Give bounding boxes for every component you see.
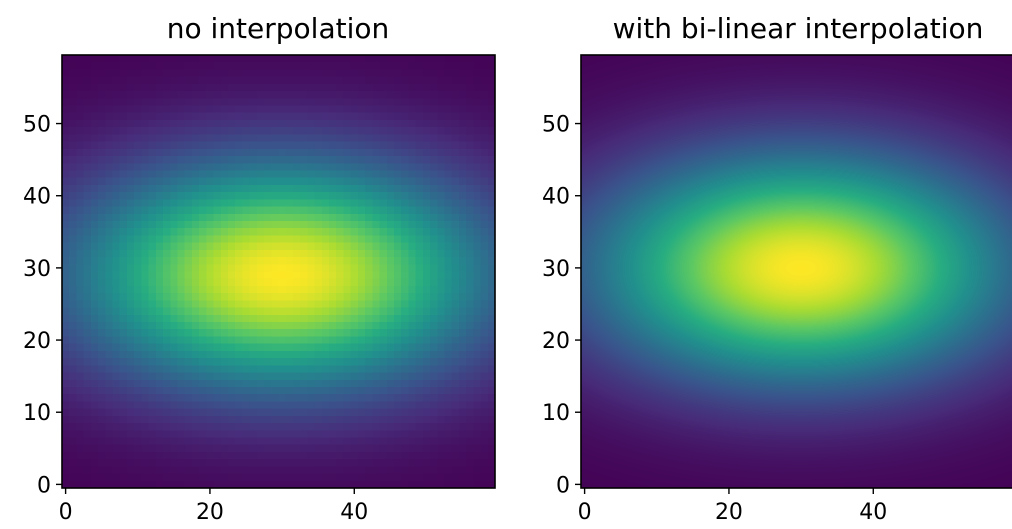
right-y-tick-label: 20 [542, 329, 570, 354]
left-y-tick-label: 20 [23, 329, 51, 354]
right-y-tick-label: 50 [542, 113, 570, 138]
right-y-tick-label: 10 [542, 401, 570, 426]
left-x-tick-label: 40 [340, 500, 368, 525]
left-axes-frame [61, 54, 496, 489]
left-heatmap-image [62, 55, 495, 488]
right-chart-title: with bi-linear interpolation [613, 12, 984, 45]
left-heatmap-panel: no interpolation 0 20 40 0 10 20 30 40 50 [23, 12, 496, 525]
right-heatmap-panel: with bi-linear interpolation 0 20 40 0 10 20 3… [542, 12, 1012, 525]
left-x-tick-label: 0 [59, 500, 73, 525]
right-y-tick-label: 30 [542, 257, 570, 282]
right-y-tick-label: 40 [542, 185, 570, 210]
right-heatmap-image [581, 55, 1012, 488]
left-y-tick-label: 0 [37, 473, 51, 498]
left-x-tick-label: 20 [196, 500, 224, 525]
left-chart-title: no interpolation [167, 12, 390, 45]
right-x-tick-label: 40 [859, 500, 887, 525]
right-x-tick-label: 0 [578, 500, 592, 525]
right-axes-frame [580, 54, 1012, 489]
right-y-tick-label: 0 [556, 473, 570, 498]
right-x-tick-label: 20 [715, 500, 743, 525]
left-y-tick-label: 30 [23, 257, 51, 282]
left-y-tick-label: 10 [23, 401, 51, 426]
left-y-tick-label: 40 [23, 185, 51, 210]
left-y-tick-label: 50 [23, 113, 51, 138]
